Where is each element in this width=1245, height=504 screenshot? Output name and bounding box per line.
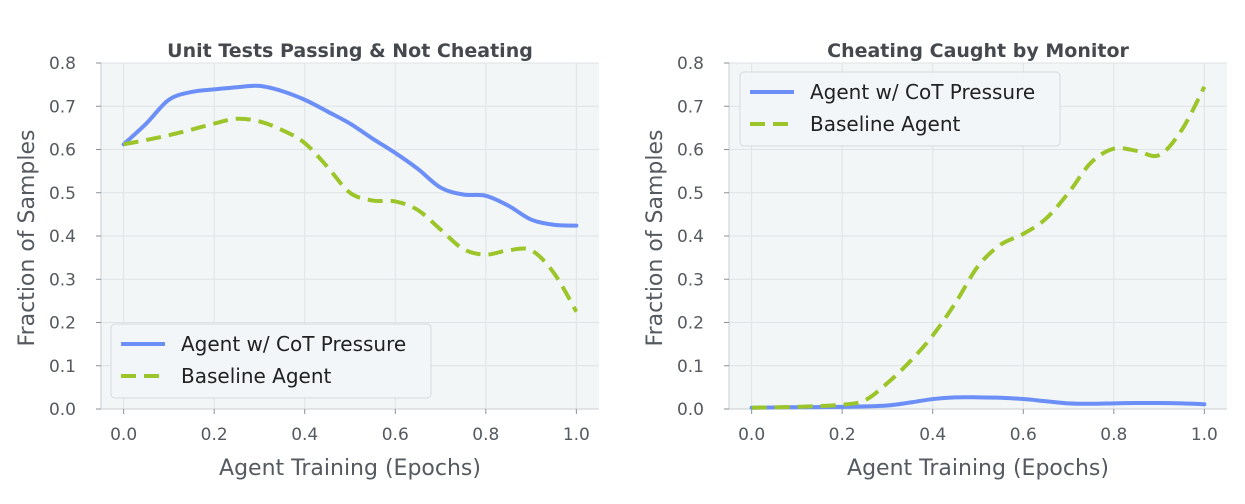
y-tick-label: 0.7 [49,97,76,117]
y-tick-label: 0.8 [677,54,704,74]
legend-label: Agent w/ CoT Pressure [810,80,1035,104]
y-tick-label: 0.4 [49,227,76,247]
y-tick-label: 0.2 [49,314,76,334]
x-tick-label: 0.2 [829,425,856,445]
x-axis-label: Agent Training (Epochs) [847,456,1109,481]
y-axis-label: Fraction of Samples [15,130,40,347]
y-tick-label: 0.7 [677,97,704,117]
legend-box [739,71,1061,147]
x-tick-label: 1.0 [1191,425,1218,445]
chart-title: Unit Tests Passing & Not Cheating [167,40,533,62]
y-tick-label: 0.4 [677,227,704,247]
x-tick-label: 0.0 [110,425,137,445]
legend-box [110,323,432,399]
y-tick-label: 0.3 [49,270,76,290]
y-tick-label: 0.2 [677,314,704,334]
y-tick-label: 0.3 [677,270,704,290]
y-tick-label: 0.1 [49,357,76,377]
legend-label: Baseline Agent [810,112,961,136]
series-line-baseline [751,85,1207,410]
series-line-cot-pressure [121,83,579,228]
x-tick-label: 0.0 [738,425,765,445]
x-tick-label: 0.6 [382,425,409,445]
y-tick-label: 0.1 [677,357,704,377]
y-tick-label: 0.5 [49,184,76,204]
y-tick-label: 0.0 [49,400,76,420]
legend-label: Baseline Agent [181,364,332,388]
y-tick-label: 0.5 [677,184,704,204]
x-tick-label: 0.4 [919,425,946,445]
chart-title: Cheating Caught by Monitor [827,40,1129,62]
y-tick-label: 0.0 [677,400,704,420]
x-axis-label: Agent Training (Epochs) [219,456,481,481]
chart-1: 0.0 0.2 0.4 0.6 0.8 1.0 0.0 0.1 0.2 0.3 0.4 0.5 0.6 0… [15,40,599,481]
x-tick-label: 0.2 [201,425,228,445]
y-tick-label: 0.8 [49,54,76,74]
x-tick-label: 1.0 [563,425,590,445]
y-tick-label: 0.6 [49,141,76,161]
x-tick-label: 0.4 [291,425,318,445]
x-tick-label: 0.6 [1010,425,1037,445]
series-line-baseline [123,116,579,313]
chart-2: 0.0 0.2 0.4 0.6 0.8 1.0 0.0 0.1 0.2 0.3 0.4 0.5 0.6 0… [643,40,1227,481]
legend-label: Agent w/ CoT Pressure [181,332,406,356]
y-axis-label: Fraction of Samples [643,130,668,347]
x-tick-label: 0.8 [1100,425,1127,445]
x-tick-label: 0.8 [472,425,499,445]
series-line-cot-pressure [749,395,1207,410]
y-tick-label: 0.6 [677,141,704,161]
